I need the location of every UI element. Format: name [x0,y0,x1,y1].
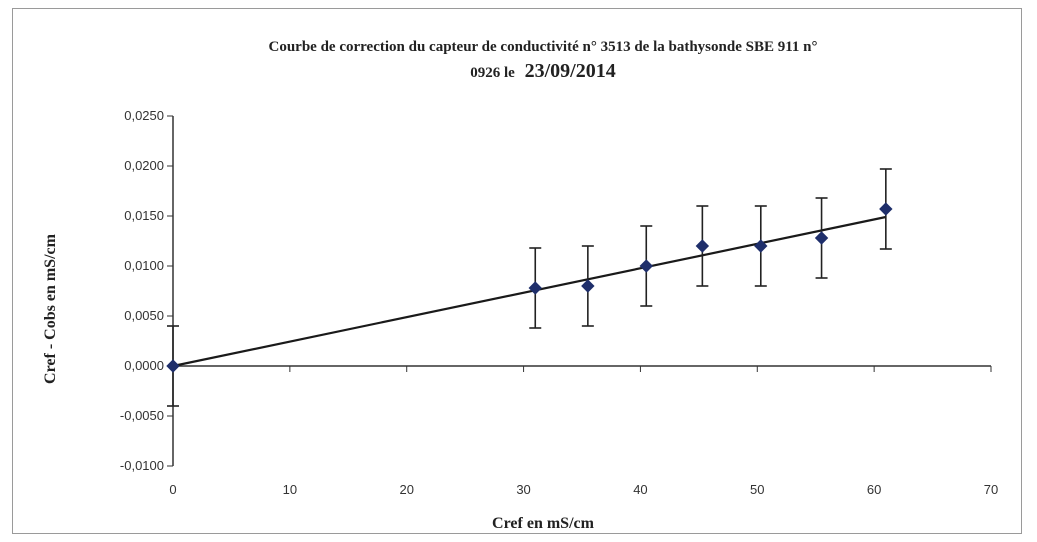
data-point [814,231,829,245]
data-point [581,279,595,293]
y-tick-label: 0,0250 [124,108,164,123]
y-tick-label: -0,0050 [120,408,164,423]
chart-svg: Courbe de correction du capteur de condu… [42,39,998,532]
x-axis-title: Cref en mS/cm [492,515,595,532]
y-tick-label: 0,0200 [124,158,164,173]
data-point [528,281,542,295]
data-point [166,359,180,373]
y-axis-title: Cref - Cobs en mS/cm [42,233,59,384]
x-tick-label: 30 [516,482,530,497]
y-tick-label: -0,0100 [120,458,164,473]
x-tick-label: 60 [867,482,881,497]
y-tick-label: 0,0000 [124,358,164,373]
y-tick-label: 0,0100 [124,258,164,273]
x-tick-label: 10 [283,482,297,497]
x-tick-label: 20 [399,482,413,497]
x-tick-label: 70 [984,482,998,497]
chart-title-line2: 0926 le 23/09/2014 [470,60,615,82]
chart-title-line2-prefix: 0926 le [470,65,515,81]
x-tick-label: 40 [633,482,647,497]
data-point [754,239,768,253]
y-tick-label: 0,0150 [124,208,164,223]
marks-layer [166,168,893,407]
data-point [879,202,893,216]
x-tick-label: 0 [169,482,176,497]
chart-title-line1: Courbe de correction du capteur de condu… [269,39,818,55]
x-tick-label: 50 [750,482,764,497]
data-point [639,259,653,273]
axes-layer: -0,0100 -0,0050 0,0000 0,0050 0,0100 0,0150 0,… [120,108,998,497]
chart-title-date: 23/09/2014 [525,60,616,82]
data-point [695,239,710,253]
chart-frame: Courbe de correction du capteur de condu… [12,8,1022,534]
y-tick-label: 0,0050 [124,308,164,323]
trendline [172,215,887,368]
